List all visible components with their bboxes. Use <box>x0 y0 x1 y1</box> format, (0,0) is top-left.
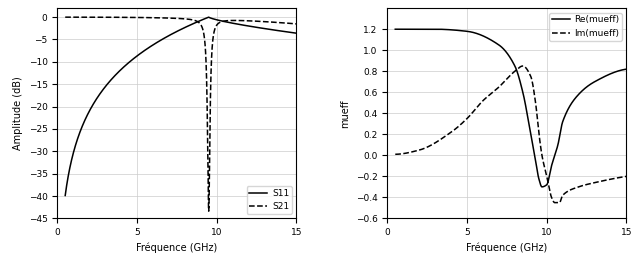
Im(mueff) <box>564 189 572 193</box>
Y-axis label: Amplitude (dB): Amplitude (dB) <box>13 76 23 150</box>
S11 <box>200 17 208 21</box>
S21 <box>205 209 212 213</box>
S11 <box>149 43 157 46</box>
Line: S21: S21 <box>66 17 296 211</box>
Im(mueff) <box>391 153 399 156</box>
Y-axis label: mueff: mueff <box>340 99 350 127</box>
Re(mueff) <box>391 28 399 31</box>
S21 <box>104 16 111 19</box>
Im(mueff) <box>480 99 487 102</box>
S21 <box>62 16 69 19</box>
S21 <box>200 32 208 36</box>
Im(mueff) <box>434 140 441 143</box>
Im(mueff) <box>530 90 538 93</box>
S11 <box>212 18 219 21</box>
Line: Re(mueff): Re(mueff) <box>395 29 626 187</box>
X-axis label: Fréquence (GHz): Fréquence (GHz) <box>136 243 218 253</box>
Im(mueff) <box>581 183 589 186</box>
Re(mueff) <box>480 34 487 38</box>
Im(mueff) <box>623 175 630 178</box>
S11 <box>234 22 242 26</box>
S21 <box>251 19 259 23</box>
Re(mueff) <box>538 185 546 188</box>
Re(mueff) <box>564 108 572 111</box>
S21 <box>212 25 219 29</box>
Line: S11: S11 <box>66 17 296 195</box>
S11 <box>62 194 69 197</box>
S21 <box>149 16 157 19</box>
S21 <box>293 22 300 26</box>
Re(mueff) <box>434 28 441 31</box>
Im(mueff) <box>519 64 527 68</box>
S11 <box>251 25 259 29</box>
Re(mueff) <box>581 86 589 90</box>
Im(mueff) <box>551 201 558 204</box>
S11 <box>205 16 212 19</box>
S21 <box>234 19 242 22</box>
S11 <box>293 32 300 35</box>
S11 <box>104 83 111 86</box>
Legend: Re(mueff), Im(mueff): Re(mueff), Im(mueff) <box>549 13 622 41</box>
Im(mueff) <box>542 170 550 174</box>
Re(mueff) <box>623 67 630 71</box>
Legend: S11, S21: S11, S21 <box>247 186 292 214</box>
Re(mueff) <box>542 184 550 187</box>
Re(mueff) <box>530 150 537 153</box>
X-axis label: Fréquence (GHz): Fréquence (GHz) <box>466 243 548 253</box>
Line: Im(mueff): Im(mueff) <box>395 66 626 203</box>
